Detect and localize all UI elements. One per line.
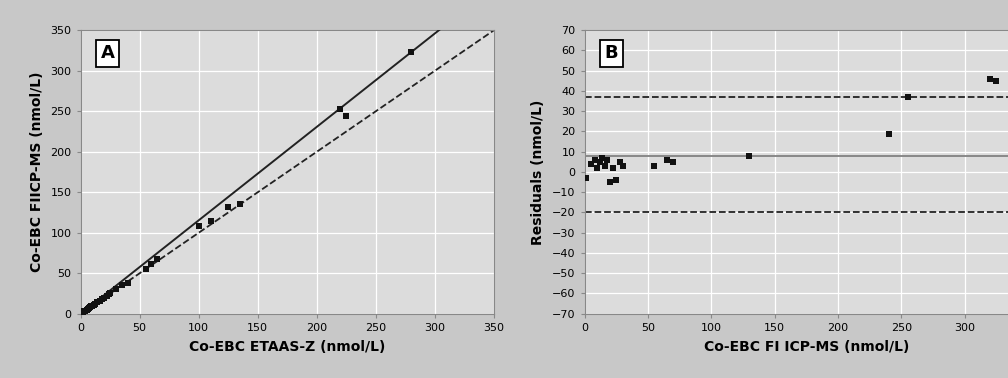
Point [587, 157, 603, 163]
Point [403, 49, 419, 55]
Y-axis label: Co-EBC FIICP-MS (nmol/L): Co-EBC FIICP-MS (nmol/L) [29, 72, 43, 272]
Text: B: B [605, 45, 618, 62]
Point [108, 287, 124, 293]
Point [982, 76, 998, 82]
Point [665, 159, 681, 165]
Point [114, 282, 130, 288]
Point [101, 291, 117, 297]
Point [578, 175, 594, 181]
Point [232, 201, 248, 208]
Point [137, 266, 153, 272]
Point [595, 155, 611, 161]
Point [92, 298, 108, 304]
Point [84, 304, 100, 310]
Point [989, 78, 1005, 84]
Point [79, 307, 95, 313]
Point [74, 310, 90, 316]
Point [659, 157, 675, 163]
Point [149, 256, 165, 262]
Point [333, 106, 349, 112]
Point [602, 179, 618, 185]
Point [96, 294, 112, 301]
Point [191, 223, 207, 229]
X-axis label: Co-EBC FI ICP-MS (nmol/L): Co-EBC FI ICP-MS (nmol/L) [704, 340, 909, 354]
Point [605, 165, 621, 171]
Point [82, 304, 98, 310]
Point [80, 306, 96, 312]
Point [102, 290, 118, 296]
Point [615, 163, 631, 169]
Point [608, 177, 624, 183]
Point [590, 165, 606, 171]
Point [600, 157, 616, 163]
Point [81, 305, 97, 311]
Point [741, 153, 757, 159]
Point [143, 260, 159, 266]
Point [86, 302, 102, 308]
Text: A: A [101, 45, 115, 62]
Point [592, 159, 608, 165]
Point [77, 308, 93, 314]
Point [339, 113, 355, 119]
Point [89, 299, 105, 305]
Y-axis label: Residuals (nmol/L): Residuals (nmol/L) [531, 99, 545, 245]
Point [646, 163, 662, 169]
Point [85, 303, 101, 309]
Point [120, 280, 136, 286]
Point [78, 307, 94, 313]
X-axis label: Co-EBC ETAAS-Z (nmol/L): Co-EBC ETAAS-Z (nmol/L) [190, 340, 385, 354]
Point [612, 159, 628, 165]
Point [87, 301, 103, 307]
Point [75, 309, 91, 315]
Point [220, 204, 236, 210]
Point [583, 161, 599, 167]
Point [203, 218, 219, 224]
Point [881, 130, 897, 136]
Point [94, 296, 110, 302]
Point [597, 163, 613, 169]
Point [99, 293, 115, 299]
Point [900, 94, 916, 100]
